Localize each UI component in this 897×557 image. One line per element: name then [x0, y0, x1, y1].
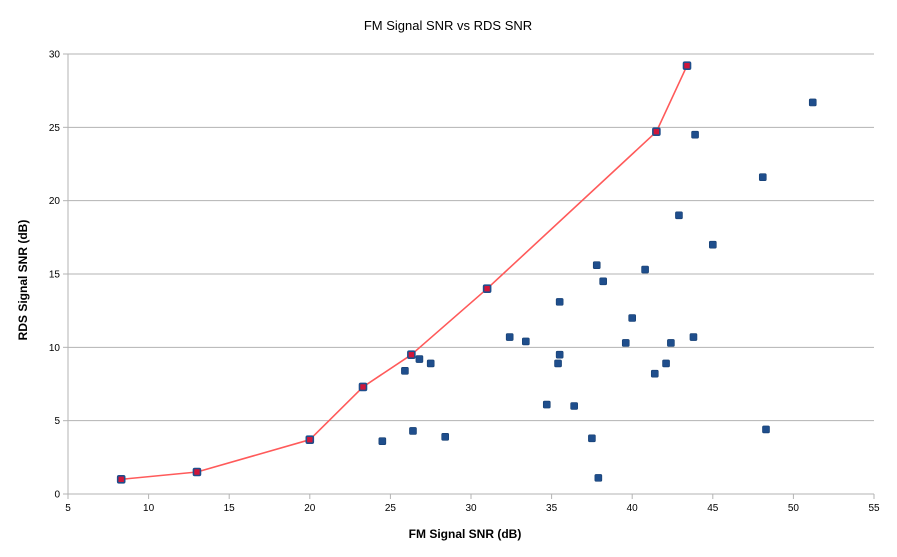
trend-point [682, 61, 692, 71]
chart-title: FM Signal SNR vs RDS SNR [364, 18, 532, 33]
trend-point [116, 475, 126, 484]
data-point [594, 474, 603, 482]
x-tick-label: 5 [65, 503, 71, 514]
data-point [555, 298, 564, 306]
y-tick-label: 5 [54, 416, 60, 427]
x-axis-label: FM Signal SNR (dB) [409, 527, 522, 541]
data-point [401, 366, 409, 375]
data-point [505, 333, 514, 341]
data-point [667, 339, 675, 347]
data-point [641, 265, 649, 274]
data-point [554, 359, 562, 368]
data-point [689, 333, 698, 341]
x-tick-label: 15 [224, 503, 236, 514]
trend-point [482, 284, 492, 293]
x-tick-label: 50 [788, 503, 800, 514]
data-point [555, 350, 564, 359]
y-axis-label: RDS Signal SNR (dB) [16, 220, 30, 341]
y-tick-label: 15 [49, 270, 61, 281]
trend-point [305, 435, 315, 445]
y-tick-label: 0 [54, 490, 60, 501]
data-point [708, 240, 717, 249]
data-point [570, 402, 578, 410]
data-point [758, 173, 767, 181]
data-point [675, 211, 683, 220]
data-point [691, 130, 699, 139]
y-tick-label: 25 [49, 123, 61, 134]
x-tick-label: 10 [143, 503, 155, 514]
x-tick-label: 40 [627, 503, 639, 514]
data-point [762, 425, 770, 434]
data-point [592, 261, 601, 270]
data-point [808, 98, 817, 107]
y-tick-label: 20 [49, 196, 61, 207]
x-tick-label: 25 [385, 503, 397, 514]
data-point [415, 355, 424, 363]
data-point [378, 437, 387, 446]
x-tick-label: 55 [868, 503, 880, 514]
trend-point [652, 127, 661, 137]
axes [63, 53, 875, 499]
data-point [662, 359, 670, 368]
x-tick-label: 30 [465, 503, 477, 514]
trend-line [121, 65, 688, 481]
data-points [116, 61, 817, 484]
y-tick-label: 10 [49, 343, 61, 354]
data-point [426, 359, 435, 368]
x-tick-label: 20 [304, 503, 316, 514]
data-point [409, 427, 417, 435]
data-point [599, 277, 607, 286]
data-point [441, 432, 450, 441]
x-tick-label: 45 [707, 503, 719, 514]
trend-point [358, 382, 368, 392]
data-point [542, 400, 551, 409]
gridlines [68, 53, 874, 422]
x-tick-labels: 5 10 15 20 25 30 35 40 45 50 55 [65, 503, 880, 514]
data-point [650, 369, 659, 378]
x-tick-label: 35 [546, 503, 558, 514]
trend-line-path [121, 65, 688, 481]
y-tick-label: 30 [49, 50, 61, 61]
data-point [628, 314, 637, 322]
data-point [588, 434, 596, 443]
data-point [522, 337, 530, 346]
data-point [621, 339, 630, 347]
y-tick-labels: 0 5 10 15 20 25 30 [49, 50, 61, 501]
trend-point [407, 350, 416, 359]
trend-point [192, 467, 202, 477]
